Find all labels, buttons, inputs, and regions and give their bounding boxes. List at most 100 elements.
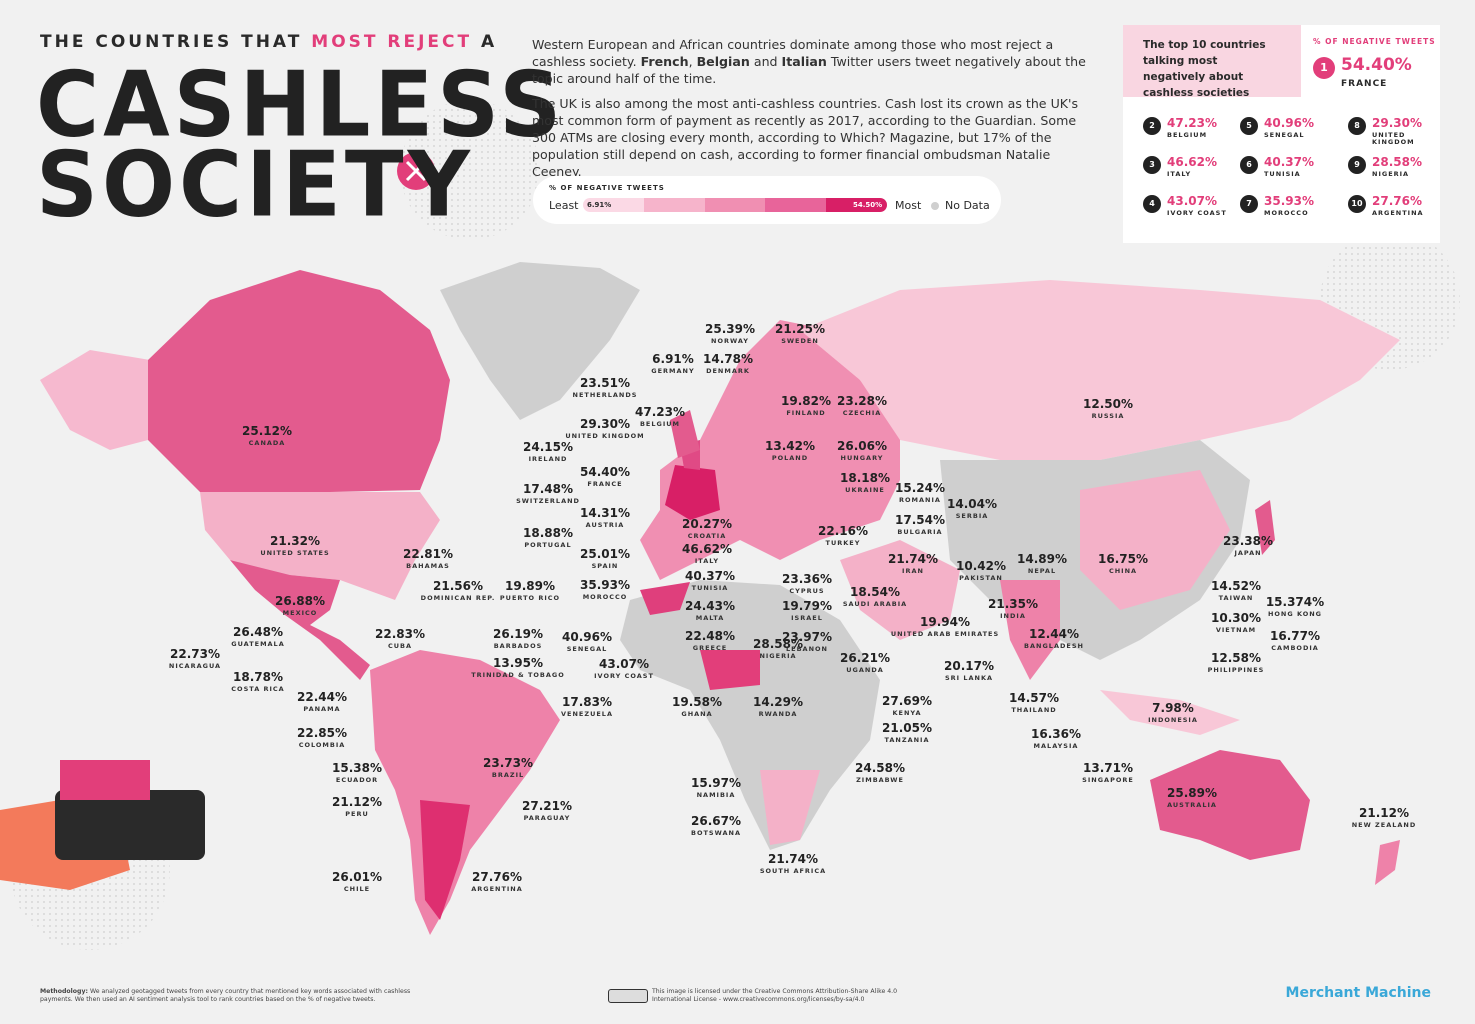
country-name: NORWAY: [711, 337, 749, 345]
country-name: RUSSIA: [1092, 412, 1125, 420]
country-name: PHILIPPINES: [1208, 666, 1265, 674]
text: Twitter users tweet negatively about the…: [532, 54, 1086, 86]
emphasis: Italian: [781, 54, 827, 69]
country-name: BOTSWANA: [691, 829, 741, 837]
country-value: 18.78%: [233, 670, 283, 684]
country-name: LEBANON: [786, 645, 828, 653]
country-name: THAILAND: [1011, 706, 1056, 714]
landmass: [665, 465, 720, 520]
landmass: [800, 280, 1400, 460]
country-name: GHANA: [681, 710, 712, 718]
top10-column: % OF NEGATIVE TWEETS: [1313, 37, 1436, 46]
country-value: 26.21%: [840, 651, 890, 665]
landmass: [148, 270, 450, 492]
legend-swatch: [583, 198, 644, 212]
legend-title: % OF NEGATIVE TWEETS: [549, 184, 665, 192]
legend-swatch: [765, 198, 827, 212]
legend-swatch: [931, 202, 939, 210]
text: and: [749, 54, 782, 69]
country-name: PERU: [345, 810, 369, 818]
country-value: 25.89%: [1167, 786, 1217, 800]
intro: Western European and African countries d…: [532, 36, 1092, 188]
country-name: NICARAGUA: [169, 662, 221, 670]
country-value: 13.71%: [1083, 761, 1133, 775]
country-value: 12.58%: [1211, 651, 1261, 665]
country-value: 17.54%: [895, 513, 945, 527]
country-name: CHILE: [344, 885, 370, 893]
country-name: TANZANIA: [884, 736, 929, 744]
country-name: UNITED KINGDOM: [565, 432, 644, 440]
country-name: NAMIBIA: [697, 791, 736, 799]
country-value: 46.62%: [682, 542, 732, 556]
legend-scale: [583, 198, 887, 212]
brand[interactable]: Merchant Machine: [1285, 985, 1431, 1001]
legend-label: Most: [895, 199, 922, 212]
country-value: 29.30%: [580, 417, 630, 431]
landmass: [670, 410, 700, 458]
country-name: VIETNAM: [1216, 626, 1256, 634]
text: The UK is also among the most anti-cashl…: [532, 96, 1079, 179]
rank-badge: 3: [1143, 156, 1161, 174]
country-name: IVORY COAST: [594, 672, 654, 680]
landmass: [840, 540, 960, 640]
country-value: 21.74%: [768, 852, 818, 866]
landmass: [1375, 840, 1400, 885]
country-value: 43.07%: [599, 657, 649, 671]
rank-value: 27.76%: [1372, 194, 1422, 208]
country-value: 23.28%: [837, 394, 887, 408]
legend-label: No Data: [945, 199, 990, 212]
country-name: ROMANIA: [899, 496, 941, 504]
country-value: 14.31%: [580, 506, 630, 520]
country-value: 21.25%: [775, 322, 825, 336]
landmass: [200, 492, 440, 600]
country-name: VENEZUELA: [561, 710, 613, 718]
country-value: 24.43%: [685, 599, 735, 613]
country-value: 15.24%: [895, 481, 945, 495]
landmass: [370, 650, 560, 935]
illustration: [55, 790, 205, 860]
kicker: THE COUNTRIES THAT MOST REJECT A: [40, 32, 497, 52]
country-value: 21.35%: [988, 597, 1038, 611]
rank-value: 40.96%: [1264, 116, 1314, 130]
country-name: CAMBODIA: [1271, 644, 1319, 652]
country-name: INDIA: [1000, 612, 1026, 620]
country-name: SENEGAL: [567, 645, 608, 653]
country-name: CZECHIA: [843, 409, 882, 417]
rank-value: 35.93%: [1264, 194, 1314, 208]
country-name: UNITED ARAB EMIRATES: [891, 630, 999, 638]
country-name: TAIWAN: [1219, 594, 1254, 602]
landmass: [1100, 690, 1240, 735]
country-value: 23.51%: [580, 376, 630, 390]
country-value: 24.58%: [855, 761, 905, 775]
country-name: PORTUGAL: [524, 541, 571, 549]
country-name: BANGLADESH: [1024, 642, 1084, 650]
country-name: GUATEMALA: [231, 640, 284, 648]
rank-value: 54.40%: [1341, 55, 1412, 75]
country-name: MALAYSIA: [1034, 742, 1079, 750]
country-labels: 25.39%NORWAY 21.25%SWEDEN 6.91%GERMANY 14.7…: [169, 322, 1415, 893]
rank-name: ITALY: [1167, 170, 1192, 178]
country-name: CROATIA: [688, 532, 727, 540]
country-name: NIGERIA: [759, 652, 796, 660]
landmass: [1080, 470, 1230, 610]
country-value: 15.38%: [332, 761, 382, 775]
rank-value: 28.58%: [1372, 155, 1422, 169]
landmass: [40, 350, 150, 450]
country-name: ZIMBABWE: [856, 776, 904, 784]
country-name: SOUTH AFRICA: [760, 867, 826, 875]
country-value: 35.93%: [580, 578, 630, 592]
rank-name: SENEGAL: [1264, 131, 1305, 139]
country-value: 12.44%: [1029, 627, 1079, 641]
country-name: PAKISTAN: [959, 574, 1003, 582]
country-name: PARAGUAY: [524, 814, 571, 822]
country-value: 19.89%: [505, 579, 555, 593]
country-name: INDONESIA: [1148, 716, 1198, 724]
rank-name: ARGENTINA: [1372, 209, 1424, 217]
country-name: BARBADOS: [494, 642, 543, 650]
country-name: ARGENTINA: [471, 885, 523, 893]
country-value: 10.30%: [1211, 611, 1261, 625]
rank-badge: 4: [1143, 195, 1161, 213]
country-name: HUNGARY: [841, 454, 884, 462]
